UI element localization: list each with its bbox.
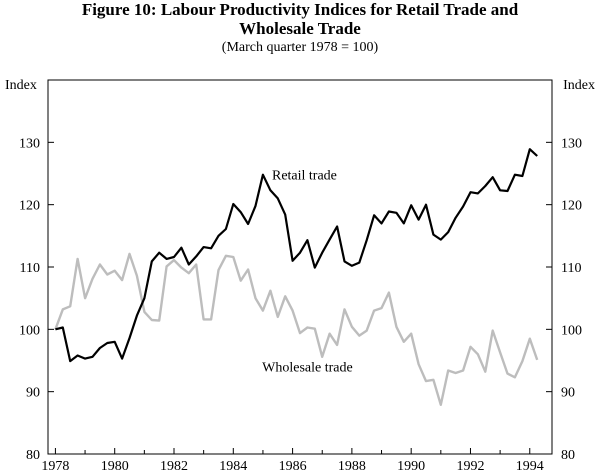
y-axis-title-left: Index	[5, 78, 37, 93]
x-tick-label: 1990	[397, 459, 425, 472]
y-tick-label-right: 80	[561, 448, 575, 463]
y-tick-label-right: 90	[561, 386, 575, 401]
x-tick-label: 1984	[219, 459, 247, 472]
y-tick-label-left: 110	[20, 261, 40, 276]
series-lines	[54, 148, 539, 406]
y-tick-label-left: 130	[19, 136, 40, 151]
y-tick-label-right: 100	[561, 323, 582, 338]
series-annotations: Retail trade Wholesale trade	[262, 169, 353, 376]
y-tick-label-right: 110	[561, 261, 581, 276]
chart-title-line1: Figure 10: Labour Productivity Indices f…	[81, 0, 519, 19]
chart-title-line2: Wholesale Trade	[239, 19, 361, 38]
y-tick-label-right: 130	[561, 136, 582, 151]
y-tick-label-right: 120	[561, 199, 582, 214]
y-tick-label-left: 120	[19, 199, 40, 214]
y-tick-label-left: 80	[26, 448, 40, 463]
axis-ticks	[48, 141, 552, 454]
x-tick-label: 1994	[516, 459, 544, 472]
x-tick-label: 1986	[279, 459, 307, 472]
wholesale-trade-label: Wholesale trade	[262, 361, 353, 376]
x-tick-labels: 1978 1980 1982 1984 1986 1988 1990 1992 1994	[41, 459, 543, 472]
series-line-wholesale	[54, 252, 539, 406]
y-axis-title-right: Index	[563, 78, 595, 93]
y-tick-label-left: 100	[19, 323, 40, 338]
plot-area-frame	[47, 79, 553, 455]
x-tick-label: 1982	[160, 459, 188, 472]
y-tick-label-left: 90	[26, 386, 40, 401]
x-tick-label: 1980	[101, 459, 129, 472]
x-tick-label: 1988	[338, 459, 366, 472]
x-tick-label: 1992	[456, 459, 484, 472]
series-line-retail	[55, 148, 538, 363]
x-tick-label: 1978	[41, 459, 69, 472]
chart-subtitle: (March quarter 1978 = 100)	[221, 40, 379, 55]
y-tick-labels: 80 80 90 90 100 100 110 110 120 120 130 130	[19, 136, 582, 463]
retail-trade-label: Retail trade	[272, 169, 337, 184]
